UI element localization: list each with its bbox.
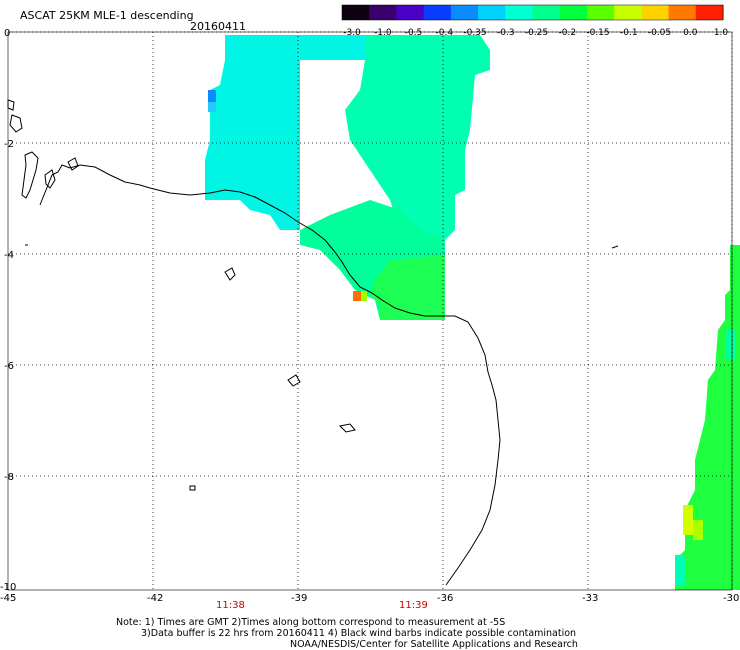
colorbar-label: -0.2 bbox=[559, 28, 577, 38]
island-small-3 bbox=[189, 485, 196, 491]
lat-tick-label: -4 bbox=[4, 250, 14, 261]
colorbar-swatch bbox=[668, 5, 697, 20]
colorbar bbox=[341, 4, 724, 21]
lon-tick-labels: -45 -42 -39 -36 -33 -30 bbox=[0, 593, 739, 604]
colorbar-label: -0.1 bbox=[620, 28, 638, 38]
colorbar-frame bbox=[341, 4, 724, 21]
colorbar-label: 1.0 bbox=[714, 28, 729, 38]
note-line-2: 3)Data buffer is 22 hrs from 20160411 4)… bbox=[141, 628, 576, 639]
colorbar-label: -0.25 bbox=[525, 28, 548, 38]
island-marajo bbox=[21, 151, 39, 199]
swath-yellowgreen-patch bbox=[361, 291, 367, 301]
swath-teal-east bbox=[345, 35, 490, 265]
island-west-4 bbox=[67, 157, 79, 171]
lat-tick-label: -6 bbox=[4, 361, 14, 372]
map-date: 20160411 bbox=[190, 20, 246, 33]
note-line-3: NOAA/NESDIS/Center for Satellite Applica… bbox=[290, 639, 578, 650]
colorbar-swatch bbox=[505, 5, 534, 20]
colorbar-swatch bbox=[586, 5, 615, 20]
colorbar-label: -0.35 bbox=[463, 28, 486, 38]
time-label: 11:38 bbox=[216, 600, 245, 611]
colorbar-swatch bbox=[641, 5, 670, 20]
map-frame bbox=[7, 31, 733, 591]
lon-tick-label: -39 bbox=[291, 593, 307, 604]
colorbar-label: -0.05 bbox=[648, 28, 671, 38]
island-west-1 bbox=[9, 114, 23, 133]
colorbar-swatch bbox=[396, 5, 425, 20]
colorbar-swatch bbox=[478, 5, 506, 20]
swath-east-cyan bbox=[675, 555, 685, 585]
swath-east-yellow bbox=[683, 505, 693, 535]
colorbar-swatch bbox=[614, 5, 642, 20]
colorbar-swatch bbox=[423, 5, 452, 20]
island-small-5 bbox=[611, 245, 619, 249]
island-west-3 bbox=[44, 169, 56, 189]
island-small-2 bbox=[338, 423, 356, 433]
colorbar-swatch bbox=[695, 5, 724, 20]
colorbar-label: 0.0 bbox=[683, 28, 698, 38]
island-west-2 bbox=[7, 99, 15, 111]
swath-orange-patch bbox=[353, 291, 361, 301]
colorbar-swatch bbox=[342, 5, 370, 20]
swath-cyan-west bbox=[205, 35, 365, 230]
colorbar-label: -1.0 bbox=[374, 28, 392, 38]
colorbar-label: -0.5 bbox=[405, 28, 423, 38]
colorbar-label: -0.3 bbox=[497, 28, 515, 38]
coastline bbox=[7, 99, 619, 586]
colorbar-label: -3.0 bbox=[343, 28, 361, 38]
note-line-1: Note: 1) Times are GMT 2)Times along bot… bbox=[116, 617, 505, 628]
lat-tick-label: -2 bbox=[4, 139, 14, 150]
lat-tick-labels: 0 -2 -4 -6 -8 -10 bbox=[0, 28, 16, 593]
colorbar-label: -0.15 bbox=[586, 28, 609, 38]
wind-swath bbox=[205, 35, 740, 590]
lon-tick-label: -36 bbox=[437, 593, 453, 604]
swath-east-lime bbox=[693, 520, 703, 540]
lon-tick-label: -42 bbox=[147, 593, 163, 604]
lon-tick-label: -33 bbox=[582, 593, 598, 604]
lon-tick-label: -30 bbox=[723, 593, 739, 604]
lon-tick-label: -45 bbox=[0, 593, 16, 604]
swath-east-edge bbox=[675, 245, 740, 590]
lat-tick-label: 0 bbox=[4, 28, 10, 39]
swath-east-teal bbox=[725, 330, 735, 360]
time-label: 11:39 bbox=[399, 600, 428, 611]
island-small-1 bbox=[287, 374, 301, 387]
coastline-main bbox=[39, 164, 501, 586]
colorbar-label: -0.4 bbox=[436, 28, 454, 38]
colorbar-labels: -3.0 -1.0 -0.5 -0.4 -0.35 -0.3 -0.25 -0.2 -0.15 -… bbox=[343, 28, 728, 38]
colorbar-swatch bbox=[369, 5, 398, 20]
swath-lightblue-patch bbox=[208, 102, 216, 112]
swath-blue-patch bbox=[208, 90, 216, 102]
lat-tick-label: -10 bbox=[0, 582, 16, 593]
colorbar-swatch bbox=[450, 5, 479, 20]
colorbar-swatch bbox=[559, 5, 588, 20]
lat-tick-label: -8 bbox=[4, 472, 14, 483]
island-rocas bbox=[224, 267, 236, 281]
colorbar-swatch bbox=[532, 5, 561, 20]
map-title: ASCAT 25KM MLE-1 descending bbox=[20, 9, 194, 22]
